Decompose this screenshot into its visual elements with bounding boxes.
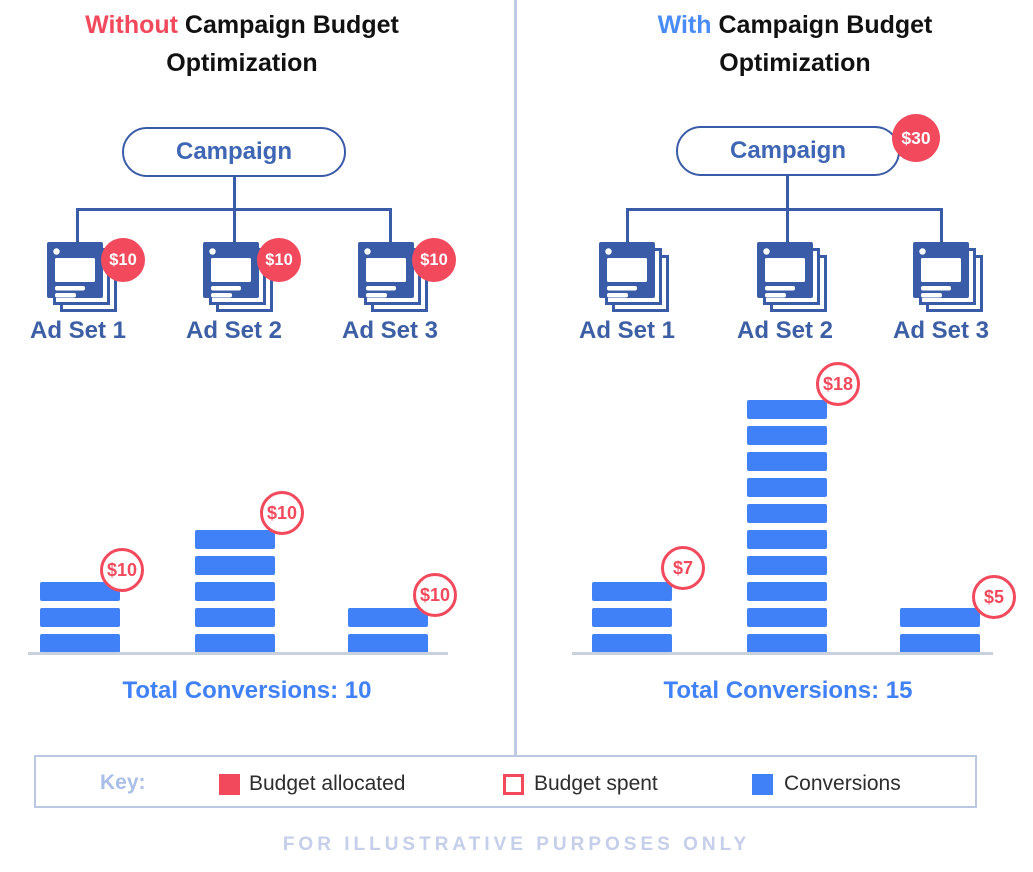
title-line2: Optimization [166,49,318,77]
conversions-bar [592,582,672,653]
budget-spent-badge: $10 [413,573,457,617]
budget-allocated-swatch [219,774,240,795]
conversions-swatch [752,774,773,795]
legend-box: Key: Budget allocated Budget spent Conve… [34,755,977,808]
title-rest: Campaign Budget [184,11,399,39]
conversion-unit [747,608,827,627]
conversion-unit [747,426,827,445]
conversion-unit [747,452,827,471]
tree-stub-line [233,208,236,243]
badge-value: $10 [420,250,448,269]
conversions-bar [40,582,120,653]
panel-divider [514,0,517,756]
conversion-unit [348,608,428,627]
ad-set-stack-icon [912,241,984,313]
budget-spent-swatch [503,774,524,795]
campaign-node: Campaign [122,127,346,177]
budget-spent-badge: $18 [816,362,860,406]
badge-value: $10 [266,502,298,523]
tree-trunk-line [233,176,236,209]
conversion-unit [900,634,980,653]
badge-value: $18 [822,373,854,394]
campaign-label: Campaign [729,137,846,164]
conversion-unit [592,608,672,627]
ad-set-label: Ad Set 1 [29,317,127,344]
campaign-node: Campaign [676,126,900,176]
conversion-unit [40,582,120,601]
ad-set-label: Ad Set 1 [578,317,676,344]
badge-value: $10 [265,250,293,269]
tree-stub-line [940,208,943,243]
conversion-unit [592,634,672,653]
title-rest: Campaign Budget [718,11,933,39]
conversion-unit [195,582,275,601]
ad-set-stack-icon [46,241,118,313]
title-line2: Optimization [719,49,871,77]
conversions-bar [747,400,827,653]
conversion-unit [747,400,827,419]
chart-baseline [572,652,993,655]
ad-set-stack-icon [202,241,274,313]
title-highlight-with: With [657,11,712,39]
budget-allocated-badge: $10 [257,238,301,282]
ad-set-stack-icon [598,241,670,313]
title-highlight-without: Without [85,11,178,39]
conversion-unit [747,478,827,497]
conversion-unit [40,634,120,653]
conversion-unit [747,634,827,653]
campaign-label: Campaign [175,138,292,165]
conversion-unit [900,608,980,627]
conversion-unit [195,608,275,627]
legend-key-label: Key: [100,771,146,794]
conversion-unit [747,504,827,523]
total-conversions: Total Conversions: 10 [122,677,372,704]
badge-value: $10 [109,250,137,269]
tree-stub-line [76,208,79,243]
ad-set-stack-icon [756,241,828,313]
tree-stub-line [389,208,392,243]
badge-value: $7 [672,557,694,578]
total-conversions: Total Conversions: 15 [663,677,913,704]
badge-value: $10 [419,584,451,605]
budget-spent-badge: $7 [661,546,705,590]
conversion-unit [348,634,428,653]
conversion-unit [592,582,672,601]
ad-set-label: Ad Set 3 [892,317,990,344]
conversion-unit [747,582,827,601]
ad-set-label: Ad Set 3 [341,317,439,344]
chart-baseline [28,652,448,655]
badge-value: $10 [106,559,138,580]
conversion-unit [747,556,827,575]
tree-trunk-line [786,175,789,209]
right-panel-title: With Campaign Budget Optimization [549,6,1033,82]
budget-spent-badge: $5 [972,575,1016,619]
ad-set-label: Ad Set 2 [185,317,283,344]
ad-set-label: Ad Set 2 [736,317,834,344]
budget-spent-badge: $10 [260,491,304,535]
legend-item-label: Budget spent [534,772,658,795]
badge-value: $5 [983,586,1005,607]
budget-allocated-badge: $10 [412,238,456,282]
tree-stub-line [786,208,789,243]
conversions-bar [900,608,980,653]
disclaimer-text: FOR ILLUSTRATIVE PURPOSES ONLY [282,834,751,855]
tree-branch-line [626,208,943,211]
left-panel-title: Without Campaign Budget Optimization [0,6,484,82]
conversions-bar [195,530,275,653]
conversion-unit [195,634,275,653]
conversion-unit [40,608,120,627]
campaign-budget-badge: $30 [892,114,940,162]
budget-allocated-badge: $10 [101,238,145,282]
conversion-unit [195,530,275,549]
budget-spent-badge: $10 [100,548,144,592]
legend-item-label: Conversions [784,772,901,795]
tree-stub-line [626,208,629,243]
badge-value: $30 [901,127,931,148]
conversion-unit [747,530,827,549]
conversion-unit [195,556,275,575]
legend-item-label: Budget allocated [249,772,406,795]
conversions-bar [348,608,428,653]
